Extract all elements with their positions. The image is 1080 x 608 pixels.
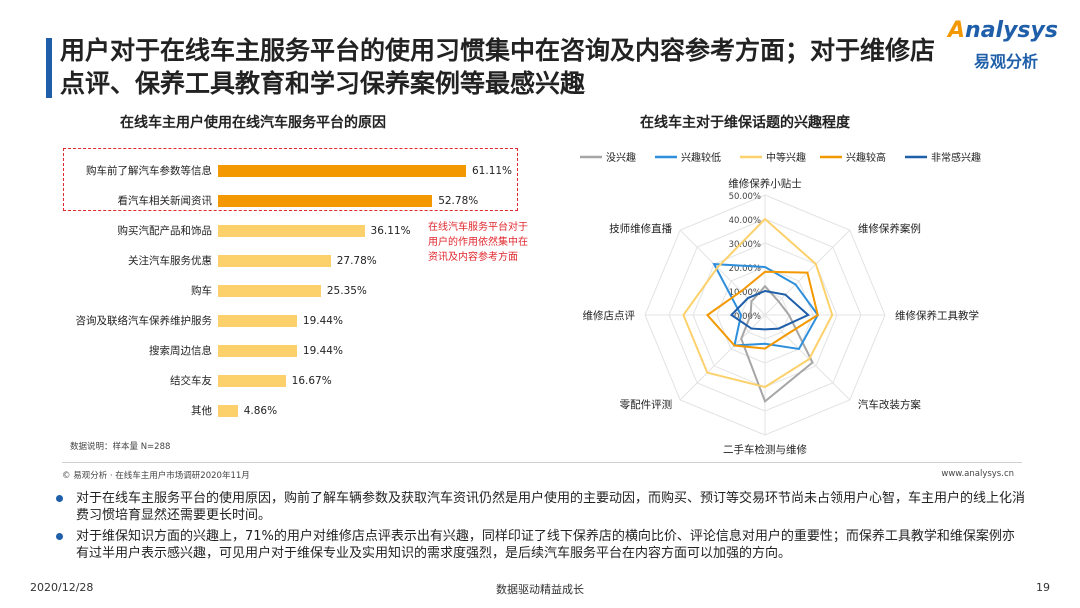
source-note: © 易观分析 · 在线车主用户市场调研2020年11月 [62, 471, 250, 481]
bar-value-label: 61.11% [472, 165, 513, 177]
bar-label: 搜索周边信息 [149, 345, 212, 357]
bar [218, 195, 433, 207]
footer-date: 2020/12/28 [30, 581, 94, 594]
site-url: www.analysys.cn [941, 469, 1014, 479]
bar-label: 看汽车相关新闻资讯 [117, 195, 213, 207]
bullet-dot [56, 495, 63, 502]
legend-label: 兴趣较低 [681, 151, 721, 164]
bar-label: 结交车友 [170, 375, 212, 387]
radar-chart-title: 在线车主对于维保话题的兴趣程度 [640, 115, 850, 131]
tick-label: 20.00% [729, 264, 761, 274]
axis-label: 汽车改装方案 [858, 398, 921, 411]
bar-chart-title: 在线车主用户使用在线汽车服务平台的原因 [120, 115, 386, 131]
bullet-1: 对于在线车主服务平台的使用原因，购前了解车辆参数及获取汽车资讯仍然是用户使用的主… [56, 490, 1026, 524]
bar-value-label: 19.44% [302, 315, 343, 327]
data-note: 数据说明：样本量 N=288 [70, 442, 171, 452]
bar-label: 购买汽配产品和饰品 [117, 225, 213, 237]
series-line [705, 270, 819, 350]
bar [218, 345, 297, 357]
bar [218, 285, 321, 297]
logo-chinese: 易观分析 [974, 52, 1039, 71]
bar [218, 375, 286, 387]
bar-value-label: 16.67% [291, 375, 332, 387]
tick-label: 50.00% [729, 192, 761, 202]
tick-label: 10.00% [729, 288, 761, 298]
bullet-2: 对于维保知识方面的兴趣上，71%的用户对维修店点评表示出有兴趣，同样印证了线下保… [56, 528, 1026, 562]
page-number: 19 [1036, 581, 1050, 594]
bar [218, 165, 466, 177]
series-line [740, 284, 814, 404]
bar-value-label: 52.78% [438, 195, 479, 207]
divider [62, 462, 1022, 463]
bar [218, 315, 297, 327]
bar-value-label: 27.78% [336, 255, 377, 267]
bar [218, 255, 331, 267]
series-line [682, 217, 834, 389]
axis-label: 维修保养工具教学 [895, 309, 979, 322]
bar [218, 405, 238, 417]
analysys-logo: Analysys 易观分析 [940, 18, 1060, 78]
series-line [729, 289, 811, 331]
page-title: 用户对于在线车主服务平台的使用习惯集中在咨询及内容参考方面；对于维修店点评、保养… [60, 36, 936, 98]
bar-label: 其他 [191, 405, 212, 417]
bar-value-label: 25.35% [326, 285, 367, 297]
legend-label: 兴趣较高 [846, 151, 886, 164]
axis-label: 技师维修直播 [609, 222, 672, 235]
tick-label: 0.00% [734, 312, 761, 322]
bar-value-label: 19.44% [302, 345, 343, 357]
bar [218, 225, 365, 237]
bar-value-label: 36.11% [370, 225, 411, 237]
highlight-box [63, 148, 518, 211]
axis-label: 维修保养案例 [858, 222, 921, 235]
title-accent-bar [46, 38, 52, 98]
bar-label: 关注汽车服务优惠 [128, 255, 212, 267]
axis-label: 维修店点评 [583, 309, 636, 322]
series-line [712, 262, 819, 351]
legend-label: 没兴趣 [606, 151, 636, 164]
tick-label: 40.00% [729, 216, 761, 226]
legend-label: 中等兴趣 [766, 151, 806, 164]
axis-label: 零配件评测 [620, 398, 673, 411]
axis-label: 维修保养小贴士 [728, 177, 802, 190]
bar-value-label: 4.86% [243, 405, 278, 417]
tick-label: 30.00% [729, 240, 761, 250]
footer-slogan: 数据驱动精益成长 [496, 583, 584, 596]
bar-label: 购车 [191, 285, 212, 297]
bar-label: 购车前了解汽车参数等信息 [86, 165, 212, 177]
logo-wordmark: Analysys [948, 18, 1058, 43]
axis-label: 二手车检测与维修 [723, 443, 807, 455]
annotation-text: 在线汽车服务平台对于用户的作用依然集中在资讯及内容参考方面 [428, 222, 528, 263]
bar-label: 咨询及联络汽车保养维护服务 [75, 315, 213, 327]
radar-chart: 没兴趣 兴趣较低 中等兴趣 兴趣较高 非常感兴趣 0.00% 10.00% 20.00% 30.… [580, 151, 981, 455]
legend-label: 非常感兴趣 [931, 151, 981, 164]
bullet-dot [56, 533, 63, 540]
